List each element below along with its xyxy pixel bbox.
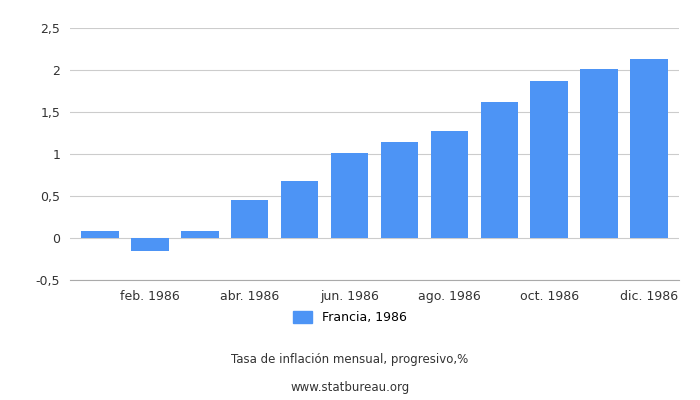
Bar (630, 59, 668, 238)
Text: Tasa de inflación mensual, progresivo,%: Tasa de inflación mensual, progresivo,% (232, 354, 468, 366)
Text: www.statbureau.org: www.statbureau.org (290, 382, 410, 394)
Bar (181, 231, 218, 238)
Legend: Francia, 1986: Francia, 1986 (288, 306, 412, 329)
Bar (580, 69, 618, 238)
Bar (281, 181, 318, 238)
Bar (331, 153, 368, 238)
Bar (381, 142, 418, 238)
Bar (231, 200, 268, 238)
Bar (131, 238, 169, 250)
Bar (481, 102, 518, 238)
Bar (531, 81, 568, 238)
Bar (81, 231, 119, 238)
Bar (430, 131, 468, 238)
